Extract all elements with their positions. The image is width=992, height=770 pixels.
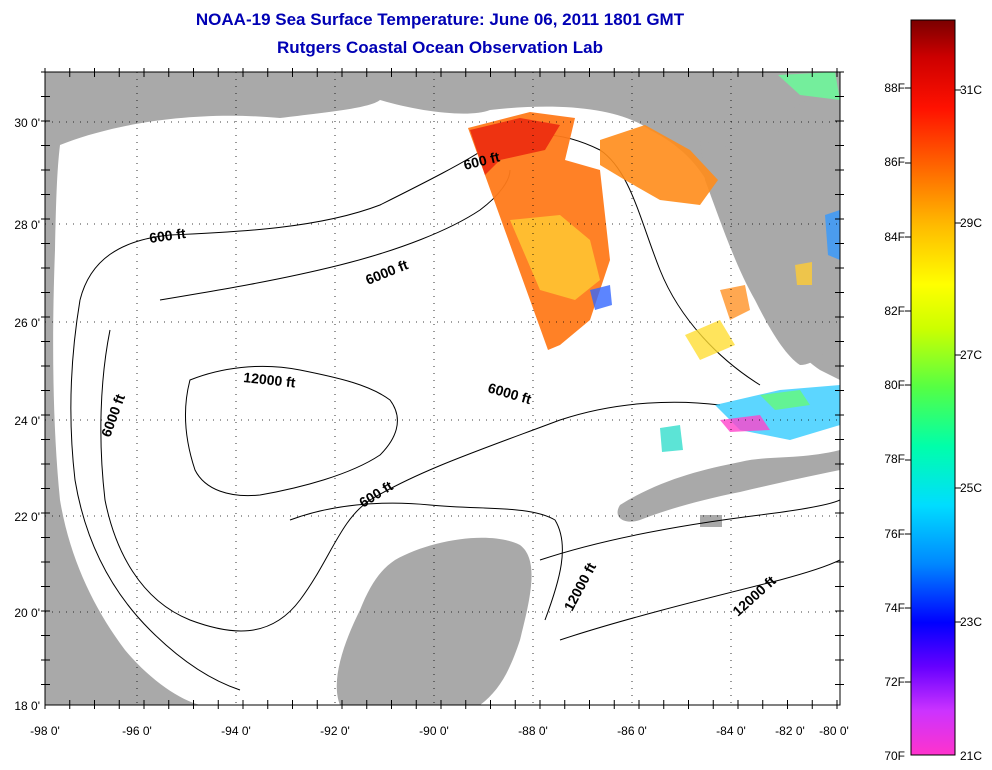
axis-ticks	[41, 68, 844, 709]
colorbar-f-label: 76F	[884, 527, 905, 541]
island-land	[700, 515, 722, 527]
lon-tick-label: -96 0'	[122, 724, 152, 738]
sst-coastal-yellow	[685, 320, 735, 360]
colorbar-c-label: 21C	[960, 749, 982, 763]
colorbar	[910, 19, 956, 756]
sst-atlantic	[778, 72, 840, 100]
colorbar-c-label: 25C	[960, 481, 982, 495]
sst-east-bahamas	[795, 262, 812, 285]
lon-tick-label: -86 0'	[617, 724, 647, 738]
sst-blue-patch	[590, 285, 612, 310]
sst-west-florida	[720, 285, 750, 320]
colorbar-c-label: 23C	[960, 615, 982, 629]
colorbar-f-label: 78F	[884, 452, 905, 466]
colorbar-f-label: 86F	[884, 155, 905, 169]
contour-12000ft	[184, 365, 398, 497]
colorbar-f-scale: 88F 86F 84F 82F 80F 78F 76F 74F 72F 70F	[884, 81, 905, 763]
lon-tick-label: -90 0'	[419, 724, 449, 738]
contour-12000ft-caribbean	[539, 499, 840, 641]
sst-swath-east	[600, 125, 718, 205]
colorbar-f-label: 72F	[884, 675, 905, 689]
florida-land	[700, 80, 840, 365]
colorbar-f-label: 88F	[884, 81, 905, 95]
caribbean-water	[520, 460, 840, 705]
lat-tick-label: 30 0'	[14, 116, 40, 130]
lon-axis: -98 0' -96 0' -94 0' -92 0' -90 0' -88 0…	[30, 724, 849, 738]
sst-swath-red	[470, 118, 560, 175]
lat-tick-label: 18 0'	[14, 699, 40, 713]
lon-tick-label: -94 0'	[221, 724, 251, 738]
lat-tick-label: 20 0'	[14, 606, 40, 620]
colorbar-f-label: 70F	[884, 749, 905, 763]
yucatan-land	[336, 537, 532, 705]
lat-tick-label: 24 0'	[14, 414, 40, 428]
lat-tick-label: 22 0'	[14, 510, 40, 524]
sst-swath-yellow	[510, 215, 600, 300]
lat-tick-label: 26 0'	[14, 316, 40, 330]
colorbar-f-label: 84F	[884, 230, 905, 244]
map-frame	[44, 71, 841, 706]
sst-straits-pink	[720, 415, 770, 432]
colorbar-f-label: 82F	[884, 304, 905, 318]
colorbar-f-label: 80F	[884, 378, 905, 392]
colorbar-c-label: 29C	[960, 216, 982, 230]
colorbar-c-label: 27C	[960, 348, 982, 362]
graticule	[45, 72, 840, 705]
colorbar-ticks	[905, 87, 961, 683]
lon-tick-label: -98 0'	[30, 724, 60, 738]
lon-tick-label: -80 0'	[819, 724, 849, 738]
lon-tick-label: -92 0'	[320, 724, 350, 738]
colorbar-c-scale: 31C 29C 27C 25C 23C 21C	[960, 83, 982, 763]
colorbar-c-label: 31C	[960, 83, 982, 97]
sst-atlantic-blue	[825, 210, 840, 260]
lon-tick-label: -84 0'	[716, 724, 746, 738]
lat-tick-label: 28 0'	[14, 218, 40, 232]
lat-axis: 30 0' 28 0' 26 0' 24 0' 22 0' 20 0' 18 0…	[14, 116, 40, 713]
lon-tick-label: -88 0'	[518, 724, 548, 738]
contour-label: 600 ft	[148, 225, 187, 246]
sst-straits-green	[760, 390, 810, 410]
contour-600ft-yucatan	[289, 502, 563, 621]
contour-600ft-west	[70, 299, 241, 691]
colorbar-f-label: 74F	[884, 601, 905, 615]
lon-tick-label: -82 0'	[775, 724, 805, 738]
sst-cuba-coast	[660, 425, 683, 452]
cuba-land	[617, 450, 840, 522]
contour-label: 12000 ft	[243, 369, 297, 390]
map-subtitle: Rutgers Coastal Ocean Observation Lab	[277, 38, 603, 57]
map-title: NOAA-19 Sea Surface Temperature: June 06…	[195, 10, 685, 29]
contour-6000ft	[100, 329, 721, 632]
